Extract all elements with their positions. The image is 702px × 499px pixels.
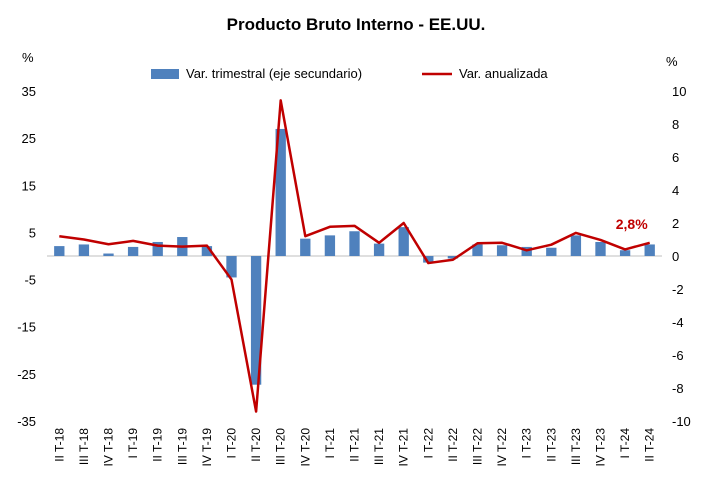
- category-label: III T-19: [175, 428, 189, 465]
- category-label: III T-21: [372, 428, 386, 465]
- category-label: IV T-21: [397, 428, 411, 467]
- category-label: III T-20: [274, 428, 288, 465]
- bar: [373, 243, 385, 256]
- right-tick-label: -10: [672, 414, 691, 429]
- right-tick-label: 0: [672, 249, 679, 264]
- legend-bar-swatch: [151, 69, 179, 79]
- category-label: I T-21: [323, 428, 337, 459]
- category-label: I T-24: [618, 428, 632, 459]
- left-tick-label: -35: [17, 414, 36, 429]
- legend-line-label: Var. anualizada: [459, 66, 548, 81]
- bar: [152, 241, 163, 256]
- category-label: III T-18: [77, 428, 91, 465]
- left-tick-label: -15: [17, 320, 36, 335]
- category-label: III T-22: [471, 428, 485, 465]
- category-label: II T-20: [249, 428, 263, 462]
- bar: [349, 231, 360, 256]
- bar: [324, 235, 336, 256]
- left-axis-unit: %: [22, 50, 34, 65]
- bar: [300, 238, 311, 256]
- category-label: I T-22: [421, 428, 435, 459]
- chart-title: Producto Bruto Interno - EE.UU.: [227, 15, 486, 34]
- right-tick-label: -6: [672, 348, 684, 363]
- left-tick-label: 5: [29, 225, 36, 240]
- bar: [496, 245, 508, 256]
- bar: [546, 247, 557, 256]
- left-axis-ticks: 35 25 15 5 -5 -15 -25 -35: [17, 84, 36, 429]
- bar: [570, 235, 582, 256]
- line-series: [59, 99, 651, 413]
- category-label: II T-24: [643, 428, 657, 462]
- category-label: I T-20: [225, 428, 239, 459]
- bar: [595, 241, 606, 256]
- bar-series: [54, 128, 655, 385]
- right-axis-unit: %: [666, 54, 678, 69]
- left-tick-label: 35: [22, 84, 36, 99]
- category-label: IV T-19: [200, 428, 214, 467]
- right-tick-label: 10: [672, 84, 686, 99]
- bar: [619, 250, 631, 256]
- right-tick-label: 6: [672, 150, 679, 165]
- bar: [398, 227, 409, 256]
- legend: Var. trimestral (eje secundario) Var. an…: [151, 66, 548, 81]
- legend-bar-label: Var. trimestral (eje secundario): [186, 66, 362, 81]
- annotation-label: 2,8%: [616, 216, 648, 232]
- bar: [250, 256, 262, 385]
- category-label: IV T-22: [495, 428, 509, 467]
- category-labels: II T-18 III T-18 IV T-18 I T-19 II T-19 III T…: [52, 428, 656, 467]
- category-label: II T-21: [348, 428, 362, 462]
- category-label: IV T-20: [298, 428, 312, 467]
- right-tick-label: 2: [672, 216, 679, 231]
- left-tick-label: 25: [22, 131, 36, 146]
- bar: [201, 246, 213, 256]
- left-tick-label: -5: [24, 273, 36, 288]
- bar: [644, 244, 655, 256]
- category-label: II T-23: [544, 428, 558, 462]
- left-tick-label: 15: [22, 178, 36, 193]
- category-label: II T-19: [151, 428, 165, 462]
- bar: [226, 256, 237, 278]
- category-label: II T-18: [52, 428, 66, 462]
- right-axis-ticks: 10 8 6 4 2 0 -2 -4 -6 -8 -10: [672, 84, 691, 429]
- category-label: IV T-18: [102, 428, 116, 467]
- right-tick-label: 4: [672, 183, 679, 198]
- category-label: I T-23: [520, 428, 534, 459]
- left-tick-label: -25: [17, 367, 36, 382]
- bar: [275, 128, 286, 256]
- bar: [103, 253, 114, 256]
- right-tick-label: -2: [672, 282, 684, 297]
- bar: [423, 256, 434, 263]
- right-tick-label: -8: [672, 381, 684, 396]
- bar: [447, 256, 459, 259]
- category-label: III T-23: [569, 428, 583, 465]
- bar: [54, 246, 65, 256]
- bar: [127, 246, 139, 256]
- category-label: II T-22: [446, 428, 460, 462]
- bar: [78, 244, 90, 256]
- category-label: I T-19: [126, 428, 140, 459]
- right-tick-label: 8: [672, 117, 679, 132]
- category-label: IV T-23: [594, 428, 608, 467]
- right-tick-label: -4: [672, 315, 684, 330]
- bar: [472, 244, 483, 256]
